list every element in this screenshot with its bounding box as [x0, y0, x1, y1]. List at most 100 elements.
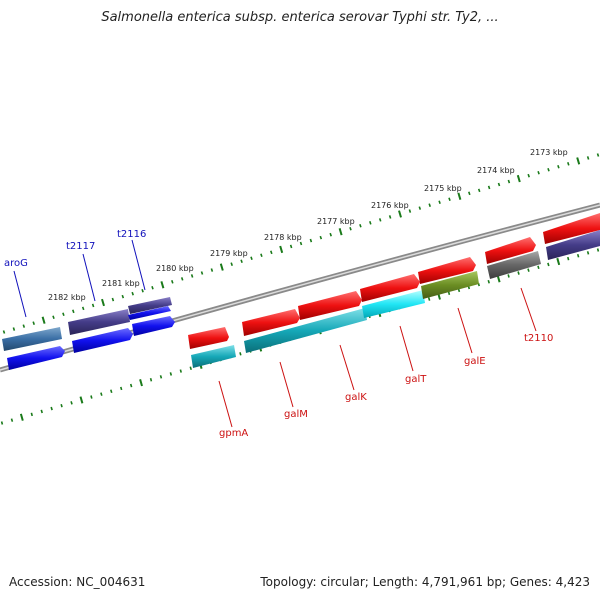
tick-mark — [159, 375, 163, 379]
gene-arog-rev[interactable] — [7, 346, 65, 370]
tick-mark — [160, 281, 165, 289]
tick-mark — [141, 288, 144, 293]
tick-mark — [576, 253, 580, 258]
kbp-label: 2178 kbp — [264, 233, 302, 242]
gene-t2116-top[interactable] — [128, 306, 171, 320]
label-t2110: t2110 — [524, 333, 553, 344]
tick-mark — [547, 262, 550, 267]
tick-mark — [110, 389, 113, 394]
leader-lines — [13, 239, 537, 428]
tick-mark — [240, 259, 243, 263]
tick-mark — [91, 303, 95, 308]
gene-galt-rev[interactable] — [362, 290, 425, 318]
tick-mark — [79, 396, 84, 404]
tick-mark — [111, 297, 115, 302]
tick-mark — [576, 157, 581, 165]
kbp-label: 2175 kbp — [424, 184, 462, 193]
tick-mark — [309, 238, 313, 243]
gene-t2117-rev[interactable] — [72, 328, 133, 353]
tick-mark — [190, 274, 194, 278]
kbp-label: 2180 kbp — [156, 264, 194, 273]
reverse-strand — [7, 230, 600, 370]
tick-mark — [487, 279, 490, 284]
tick-mark — [12, 327, 16, 331]
gene-t2116[interactable] — [128, 297, 172, 314]
tick-mark — [557, 165, 560, 169]
kbp-label: 2179 kbp — [210, 249, 248, 258]
label-t2117: t2117 — [66, 241, 95, 252]
gene-right-fwd[interactable] — [543, 213, 600, 244]
tick-mark — [0, 421, 4, 425]
tick-mark — [517, 271, 520, 275]
tick-mark — [567, 256, 570, 261]
tick-mark — [179, 369, 182, 373]
gene-gale-rev[interactable] — [421, 271, 479, 299]
tick-mark — [338, 228, 343, 236]
tick-mark — [52, 315, 55, 320]
kbp-label: 2177 kbp — [317, 217, 355, 226]
tick-mark — [477, 188, 481, 193]
tick-mark — [169, 372, 173, 376]
tick-mark — [60, 403, 63, 408]
gene-gale-fwd[interactable] — [418, 257, 476, 284]
tick-mark — [428, 203, 431, 207]
tick-mark — [40, 409, 43, 414]
tick-mark — [30, 412, 33, 417]
gene-t2110-rev[interactable] — [487, 251, 541, 279]
tick-mark — [507, 274, 510, 278]
tick-mark — [210, 268, 214, 272]
tick-mark — [447, 291, 451, 295]
kbp-label: 2176 kbp — [371, 201, 409, 210]
forward-strand — [2, 213, 600, 351]
tick-mark — [129, 383, 133, 388]
gene-arog[interactable] — [2, 327, 62, 351]
genome-summary-text: Topology: circular; Length: 4,791,961 bp… — [260, 575, 590, 589]
tick-mark — [567, 162, 570, 166]
gene-t2110-fwd[interactable] — [485, 237, 536, 264]
kbp-label: 2173 kbp — [530, 148, 568, 157]
tick-mark — [22, 324, 26, 328]
tick-mark — [139, 379, 143, 387]
gene-t2116-rev[interactable] — [132, 316, 175, 336]
label-t2116: t2116 — [117, 229, 146, 240]
gene-right-rev[interactable] — [546, 230, 600, 260]
gene-gpma-fwd[interactable] — [188, 327, 229, 349]
gene-galm-rev[interactable] — [244, 308, 367, 353]
tick-mark — [72, 309, 75, 314]
tick-mark — [497, 182, 501, 187]
tick-mark — [596, 153, 600, 157]
tick-mark — [260, 253, 263, 258]
tick-mark — [279, 245, 284, 254]
tick-mark — [378, 218, 382, 222]
tick-mark — [250, 256, 253, 261]
gene-galt-fwd[interactable] — [360, 274, 420, 302]
tick-mark — [537, 170, 540, 175]
tick-mark — [547, 167, 550, 172]
tick-mark — [398, 210, 402, 218]
label-gpma: gpmA — [219, 428, 248, 439]
label-arog: aroG — [4, 258, 28, 269]
tick-mark — [149, 378, 153, 382]
tick-mark — [32, 321, 35, 325]
tick-mark — [537, 265, 540, 270]
tick-mark — [50, 406, 53, 411]
accession-text: Accession: NC_004631 — [9, 575, 146, 589]
tick-mark — [289, 244, 293, 249]
gene-galm-fwd[interactable] — [242, 309, 300, 336]
outer-tick-track — [2, 153, 600, 334]
tick-mark — [427, 297, 431, 301]
gene-gpma-rev[interactable] — [191, 345, 236, 368]
tick-mark — [239, 352, 242, 356]
gene-galk-fwd[interactable] — [298, 291, 362, 320]
tick-mark — [527, 173, 530, 178]
tick-mark — [319, 235, 323, 240]
tick-mark — [408, 209, 412, 213]
tick-mark — [487, 185, 491, 190]
tick-mark — [329, 232, 332, 237]
tick-mark — [219, 263, 224, 271]
gene-t2117[interactable] — [68, 309, 130, 335]
tick-mark — [516, 174, 521, 183]
label-galm: galM — [284, 409, 308, 420]
tick-mark — [457, 192, 462, 200]
tick-mark — [230, 262, 233, 266]
